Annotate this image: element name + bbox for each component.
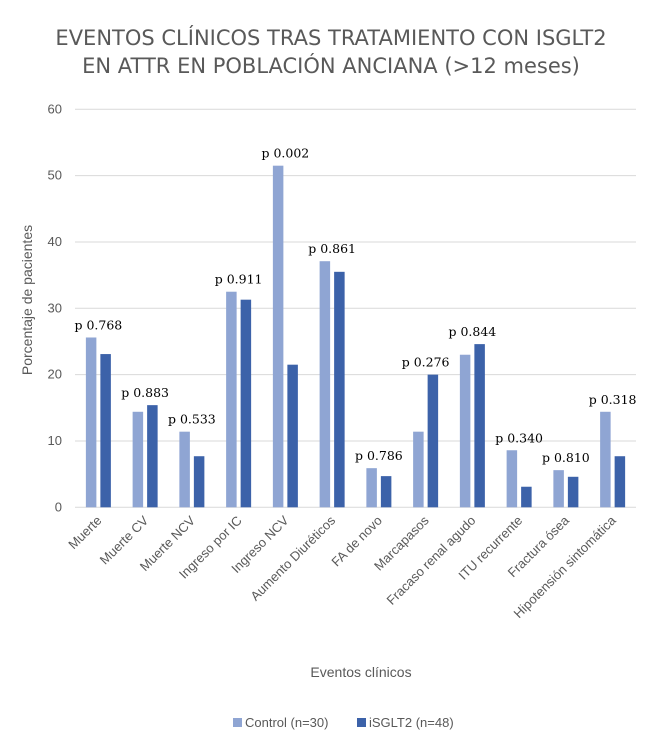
legend-swatch-isglt2: [357, 718, 366, 727]
y-tick-label: 60: [48, 101, 62, 116]
y-tick-label: 10: [48, 433, 62, 448]
legend: Control (n=30) iSGLT2 (n=48): [233, 715, 454, 730]
y-tick-label: 0: [55, 499, 62, 514]
p-value-label: p 0.861: [308, 241, 356, 256]
p-value-label: p 0.844: [448, 324, 496, 339]
bar-control: [459, 354, 471, 508]
bar-isglt2: [100, 354, 111, 508]
chart-title-line-2: EN ATTR EN POBLACIÓN ANCIANA (>12 meses): [82, 53, 580, 78]
chart-title-line-1: EVENTOS CLÍNICOS TRAS TRATAMIENTO CON IS…: [55, 25, 606, 50]
p-value-label: p 0.810: [542, 450, 590, 465]
bar-isglt2: [147, 405, 158, 508]
y-tick-label: 30: [48, 300, 62, 315]
p-value-label: p 0.883: [121, 385, 169, 400]
p-value-label: p 0.318: [589, 392, 637, 407]
bar-control: [319, 261, 331, 508]
bar-isglt2: [474, 344, 485, 508]
x-tick-label: Fracaso renal agudo: [384, 513, 479, 608]
x-tick-label: Aumento Diuréticos: [247, 512, 338, 603]
bar-isglt2: [427, 374, 439, 508]
bar-control: [553, 470, 564, 508]
legend-label-isglt2: iSGLT2 (n=48): [369, 715, 454, 730]
bar-control: [272, 165, 284, 508]
bar-control: [179, 431, 190, 508]
bar-isglt2: [240, 299, 252, 508]
y-tick-label: 50: [48, 168, 62, 183]
p-value-label: p 0.340: [495, 430, 543, 445]
y-tick-label: 20: [48, 367, 62, 382]
bar-isglt2: [287, 364, 298, 508]
legend-swatch-control: [233, 718, 242, 727]
bar-isglt2: [193, 456, 205, 508]
bar-isglt2: [567, 476, 579, 508]
p-value-label: p 0.276: [402, 355, 450, 370]
p-value-label: p 0.002: [261, 146, 309, 161]
legend-label-control: Control (n=30): [245, 715, 328, 730]
p-value-label: p 0.533: [168, 412, 216, 427]
bar-isglt2: [334, 271, 345, 508]
x-tick-label: Muerte: [65, 513, 104, 552]
bar-control: [506, 450, 518, 508]
bar-control: [226, 291, 237, 508]
bar-control: [85, 337, 97, 508]
x-axis-title: Eventos clínicos: [310, 664, 411, 680]
p-value-label: p 0.768: [74, 317, 122, 332]
y-tick-label: 40: [48, 234, 62, 249]
bar-isglt2: [614, 456, 626, 508]
bar-isglt2: [521, 486, 532, 508]
bar-isglt2: [380, 476, 392, 508]
bar-control: [366, 468, 377, 508]
p-value-label: p 0.786: [355, 448, 403, 463]
y-axis-title: Porcentaje de pacientes: [19, 225, 35, 375]
bar-control: [600, 411, 611, 508]
bar-control: [413, 431, 424, 508]
p-value-label: p 0.911: [215, 272, 263, 287]
bar-control: [132, 411, 144, 508]
